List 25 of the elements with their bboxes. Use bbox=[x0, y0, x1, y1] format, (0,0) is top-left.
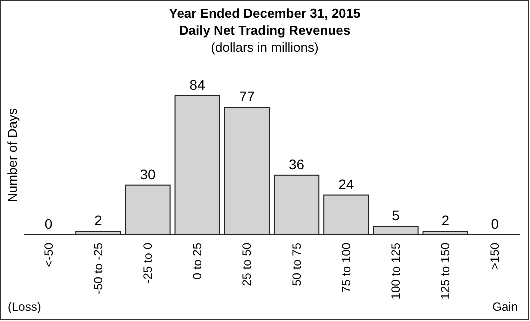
x-tick-label: 50 to 75 bbox=[290, 242, 304, 286]
data-label: 2 bbox=[442, 212, 450, 229]
data-label: 84 bbox=[190, 77, 206, 93]
data-label: 5 bbox=[392, 208, 400, 224]
x-tick-label: 75 to 100 bbox=[339, 242, 354, 294]
chart-title: Year Ended December 31, 2015 Daily Net Trading Revenues bbox=[169, 6, 361, 38]
data-label: 36 bbox=[289, 156, 305, 172]
x-tick-label: 0 to 25 bbox=[190, 242, 205, 280]
x-tick-label: -50 to -25 bbox=[91, 242, 106, 294]
x-tick-label: <-50 bbox=[42, 242, 56, 268]
chart-subtitle: (dollars in millions) bbox=[211, 40, 319, 55]
data-label: 2 bbox=[94, 212, 102, 229]
data-label: 24 bbox=[338, 176, 354, 192]
y-axis-title: Number of Days bbox=[5, 108, 20, 202]
text: Gain bbox=[492, 300, 518, 314]
data-label: 77 bbox=[239, 88, 256, 105]
data-label: 0 bbox=[44, 216, 53, 232]
x-tick-label: >150 bbox=[488, 242, 502, 270]
x-tick-label: -25 to 0 bbox=[141, 242, 155, 284]
x-tick-label: 125 to 150 bbox=[438, 242, 453, 300]
x-tick-label: 25 to 50 bbox=[240, 242, 254, 286]
text: (Loss) bbox=[8, 300, 42, 314]
x-tick-label: 100 to 125 bbox=[389, 242, 403, 300]
data-label: 0 bbox=[491, 216, 500, 232]
data-label: 30 bbox=[140, 166, 156, 182]
